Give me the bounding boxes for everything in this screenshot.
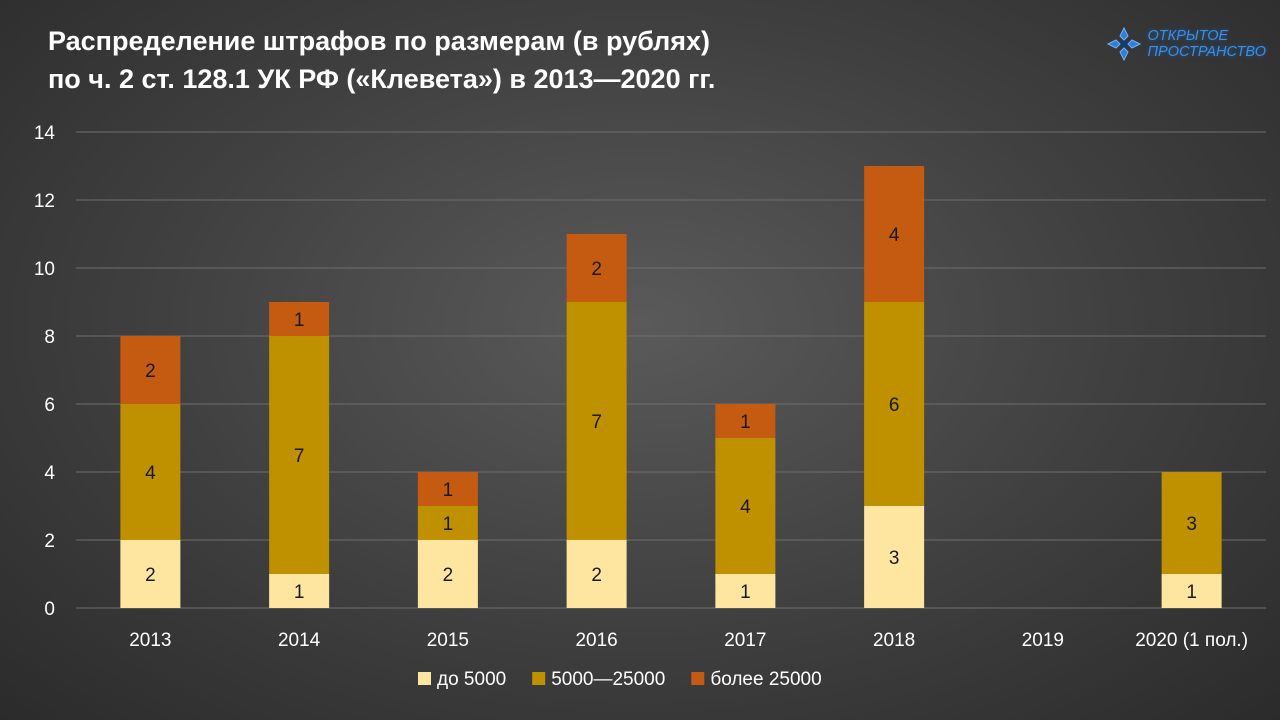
- legend-label: 5000—25000: [551, 669, 665, 690]
- bar-segment: [417, 506, 478, 540]
- x-tick-label: 2017: [724, 630, 766, 651]
- data-label: 1: [1186, 582, 1197, 603]
- star-cross-icon: [1106, 26, 1141, 62]
- x-tick-label: 2013: [129, 630, 171, 651]
- x-tick-label: 2015: [427, 630, 469, 651]
- y-tick-label: 2: [44, 531, 55, 552]
- bar-segment: [120, 540, 181, 608]
- data-label: 6: [889, 395, 900, 416]
- data-label: 2: [591, 565, 602, 586]
- bar-segment: [864, 302, 925, 506]
- y-tick-label: 8: [44, 327, 55, 348]
- y-tick-label: 4: [44, 463, 55, 484]
- bar-segment: [417, 472, 478, 506]
- legend-swatch: [532, 672, 546, 685]
- legend-label: более 25000: [710, 669, 821, 690]
- logo-line-2: ПРОСТРАНСТВО: [1147, 44, 1266, 60]
- bar-segment: [864, 166, 925, 302]
- bar-segment: [864, 506, 925, 608]
- title-line-2: по ч. 2 ст. 128.1 УК РФ («Клевета») в 20…: [48, 64, 716, 94]
- title-line-1: Распределение штрафов по размерам (в руб…: [48, 26, 711, 56]
- bar-segment: [120, 336, 181, 404]
- legend-label: до 5000: [437, 669, 506, 690]
- legend-swatch: [691, 672, 705, 685]
- data-label: 2: [145, 565, 156, 586]
- data-label: 1: [294, 310, 305, 331]
- data-label: 2: [591, 259, 602, 280]
- bar-segment: [566, 234, 627, 302]
- data-label: 1: [740, 582, 751, 603]
- bar-segment: [269, 336, 330, 574]
- data-label: 7: [591, 412, 602, 433]
- bar-segment: [715, 438, 776, 574]
- x-tick-label: 2020 (1 пол.): [1135, 630, 1248, 651]
- bar-segment: [1161, 574, 1222, 608]
- data-label: 4: [889, 225, 900, 246]
- x-tick-label: 2014: [278, 630, 321, 651]
- bar-segment: [269, 574, 330, 608]
- data-label: 1: [294, 582, 305, 603]
- x-tick-label: 2019: [1022, 630, 1064, 651]
- bar-segment: [566, 302, 627, 540]
- x-tick-label: 2018: [873, 630, 915, 651]
- legend-swatch: [418, 672, 431, 685]
- data-label: 4: [740, 497, 751, 518]
- bar-segment: [269, 302, 330, 336]
- data-label: 3: [1186, 514, 1197, 535]
- logo: ОТКРЫТОЕ ПРОСТРАНСТВО: [1106, 24, 1266, 64]
- y-tick-label: 10: [34, 259, 55, 280]
- data-label: 1: [443, 480, 454, 501]
- data-label: 3: [889, 548, 900, 569]
- bar-segment: [566, 540, 627, 608]
- data-label: 2: [443, 565, 454, 586]
- data-label: 2: [145, 361, 156, 382]
- data-label: 4: [145, 463, 156, 484]
- bar-segment: [417, 540, 478, 608]
- logo-text: ОТКРЫТОЕ ПРОСТРАНСТВО: [1148, 28, 1266, 60]
- y-tick-label: 0: [44, 599, 55, 620]
- logo-line-1: ОТКРЫТОЕ: [1147, 28, 1229, 44]
- data-label: 1: [443, 514, 454, 535]
- y-tick-label: 14: [34, 123, 56, 144]
- data-label: 1: [740, 412, 751, 433]
- data-label: 7: [294, 446, 305, 467]
- bar-segment: [120, 404, 181, 540]
- bar-segment: [715, 404, 776, 438]
- y-tick-label: 6: [44, 395, 55, 416]
- chart-title: Распределение штрафов по размерам (в руб…: [48, 22, 715, 98]
- bar-segment: [1161, 472, 1222, 574]
- y-tick-label: 12: [34, 191, 55, 212]
- x-tick-label: 2016: [575, 630, 617, 651]
- bar-segment: [715, 574, 776, 608]
